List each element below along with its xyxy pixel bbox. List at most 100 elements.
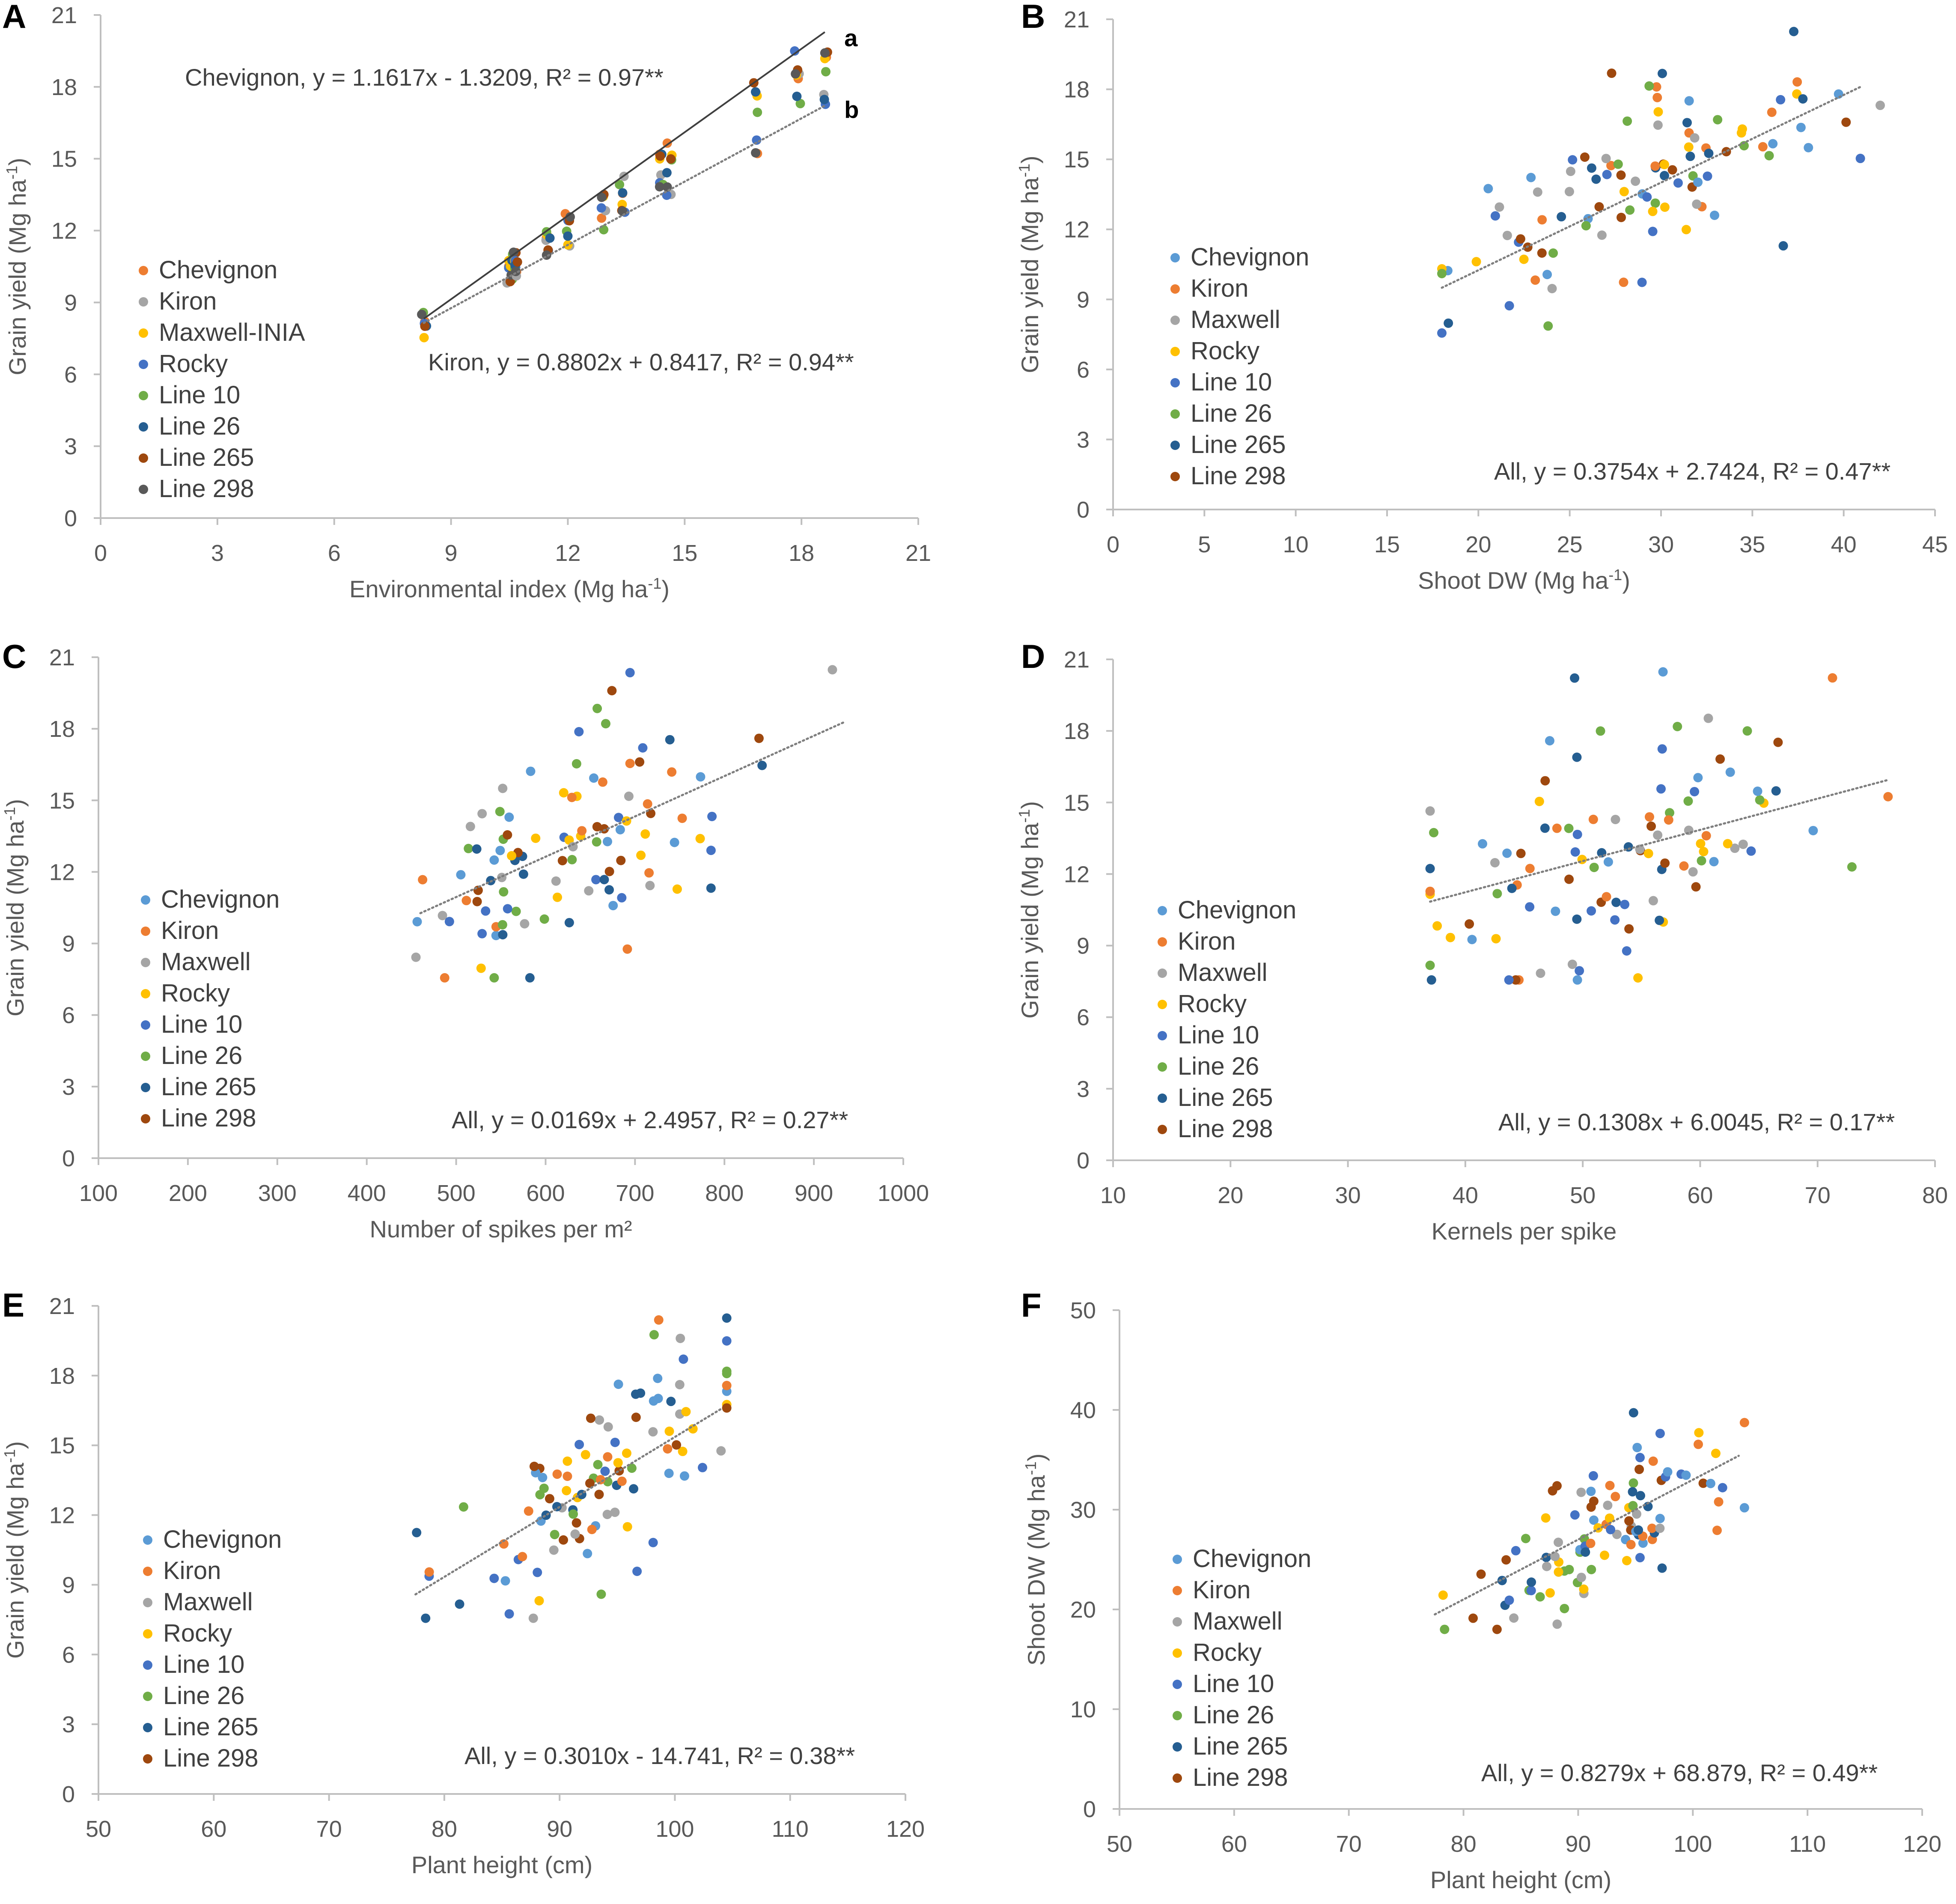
legend-entry: Line 298 — [1193, 1764, 1288, 1791]
data-point — [1739, 1418, 1749, 1427]
data-point — [1564, 1564, 1574, 1574]
x-tick-label: 15 — [1374, 532, 1400, 557]
legend-entry: Line 265 — [1178, 1084, 1273, 1111]
legend-marker — [143, 1660, 152, 1670]
data-point — [1586, 1487, 1596, 1496]
y-tick-label: 18 — [51, 74, 77, 100]
data-point — [1624, 924, 1634, 934]
legend-entry: Maxwell-INIA — [159, 319, 305, 346]
x-tick-label: 50 — [1107, 1831, 1132, 1857]
x-tick-label: 25 — [1557, 532, 1583, 557]
legend: Chevignon Kiron Maxwell Rocky Line 10 Line 26… — [143, 1526, 282, 1772]
y-tick-label: 9 — [62, 1572, 75, 1598]
data-point — [1673, 178, 1683, 188]
y-tick-label: 3 — [64, 434, 77, 459]
data-point — [1694, 1428, 1704, 1438]
legend-marker — [1158, 1094, 1167, 1103]
data-point — [1690, 787, 1700, 796]
y-tick-label: 15 — [51, 146, 77, 172]
data-point — [1684, 142, 1694, 152]
data-point — [564, 918, 574, 927]
data-point — [572, 1518, 581, 1528]
data-point — [791, 69, 801, 79]
x-axis-label: Plant height (cm) — [411, 1851, 592, 1878]
data-point — [1667, 165, 1677, 175]
data-point — [1491, 934, 1501, 944]
data-point — [595, 1475, 605, 1484]
data-point — [664, 1426, 674, 1436]
data-point — [1597, 230, 1607, 240]
x-tick-label: 800 — [705, 1180, 744, 1206]
x-tick-label: 100 — [79, 1180, 118, 1206]
data-point — [608, 901, 618, 911]
data-point — [1653, 830, 1663, 840]
y-tick-label: 18 — [1064, 718, 1090, 744]
x-axis-label: Kernels per spike — [1432, 1218, 1617, 1245]
data-point — [1711, 1448, 1721, 1458]
data-point — [1541, 1513, 1551, 1523]
data-point — [828, 665, 837, 675]
data-point — [1490, 858, 1500, 868]
data-point — [533, 1567, 542, 1577]
data-point — [585, 1478, 595, 1488]
x-axis-label-main: Environmental index (Mg ha — [349, 575, 648, 602]
data-point — [1690, 133, 1700, 143]
data-point — [1526, 173, 1536, 182]
data-point — [1502, 230, 1512, 240]
data-point — [1704, 149, 1714, 158]
regression-equation: All, y = 0.1308x + 6.0045, R² = 0.17** — [1498, 1108, 1895, 1135]
data-point — [645, 881, 655, 891]
trendline — [1441, 85, 1863, 289]
data-point — [603, 1452, 613, 1462]
data-point — [672, 884, 682, 894]
data-point — [1706, 1478, 1715, 1488]
data-point — [1511, 975, 1521, 985]
legend-marker — [1158, 906, 1167, 915]
y-tick-label: 6 — [1077, 1005, 1090, 1031]
x-tick-label: 80 — [1451, 1831, 1477, 1857]
data-point — [440, 973, 450, 983]
y-tick-label: 50 — [1070, 1298, 1096, 1323]
data-point — [1543, 321, 1553, 331]
data-point — [622, 1448, 631, 1458]
data-point — [1564, 874, 1574, 884]
data-point — [655, 182, 664, 192]
data-point — [820, 48, 830, 58]
data-point — [1647, 1523, 1657, 1533]
data-point — [662, 182, 672, 192]
y-axis-label-main: Grain yield (Mg ha — [2, 1463, 29, 1659]
data-point — [1521, 1534, 1530, 1543]
data-point — [497, 920, 507, 930]
y-axis-label: Grain yield (Mg ha-1) — [3, 158, 31, 375]
data-point — [534, 1596, 544, 1606]
legend-marker — [1170, 316, 1180, 325]
data-point — [604, 885, 614, 895]
legend-entry: Chevignon — [159, 256, 277, 284]
legend-entry: Line 265 — [161, 1073, 256, 1101]
y-tick-label: 0 — [64, 506, 77, 531]
y-axis-label-main: Grain yield (Mg ha — [2, 820, 29, 1016]
data-point — [562, 1486, 572, 1496]
legend-marker — [139, 328, 148, 338]
x-axis-label: Environmental index (Mg ha-1) — [349, 575, 670, 603]
data-point — [1570, 1510, 1580, 1520]
data-point — [649, 1396, 658, 1406]
data-point — [613, 1380, 623, 1389]
data-point — [583, 1549, 592, 1558]
regression-equation: Chevignon, y = 1.1617x - 1.3209, R² = 0.… — [185, 64, 664, 91]
data-point — [1635, 1553, 1645, 1563]
data-point — [550, 1530, 560, 1540]
x-tick-label: 900 — [795, 1180, 833, 1206]
data-point — [499, 1539, 509, 1549]
data-point — [1655, 1514, 1665, 1523]
data-point — [1509, 1613, 1519, 1623]
data-point — [477, 929, 487, 939]
data-point — [1605, 1481, 1615, 1490]
data-point — [1596, 726, 1605, 736]
data-point — [596, 203, 606, 213]
data-point — [1432, 921, 1442, 931]
legend-entry: Maxwell — [1191, 306, 1280, 334]
data-point — [1789, 27, 1799, 36]
regression-equation: All, y = 0.3754x + 2.7424, R² = 0.47** — [1494, 458, 1891, 485]
data-point — [622, 944, 632, 954]
